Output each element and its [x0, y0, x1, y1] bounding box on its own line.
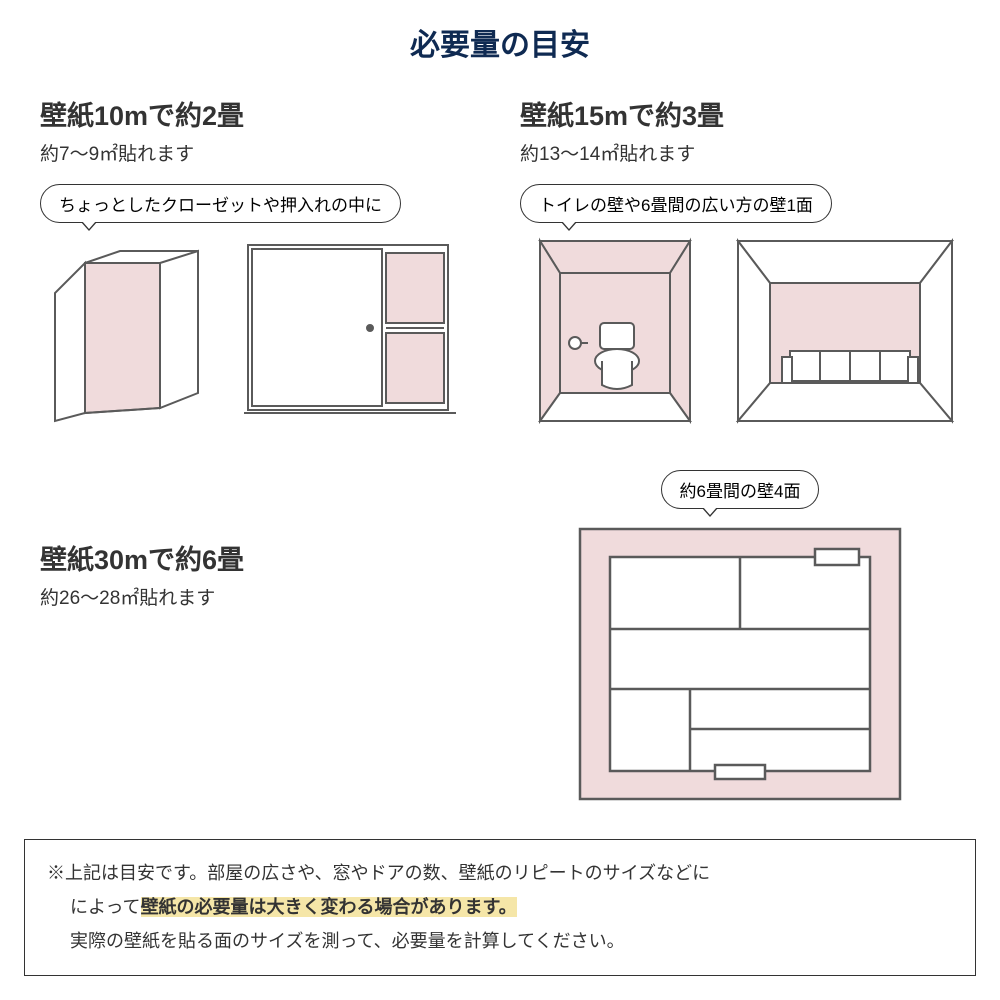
heading-15m: 壁紙15mで約3畳	[520, 94, 960, 133]
sub-15m: 約13〜14㎡貼れます	[520, 139, 960, 166]
page-title: 必要量の目安	[0, 0, 1000, 94]
sub-10m: 約7〜9㎡貼れます	[40, 139, 480, 166]
sub-30m: 約26〜28㎡貼れます	[40, 583, 480, 610]
section-30m: 壁紙30mで約6畳 約26〜28㎡貼れます	[40, 458, 480, 809]
heading-30m: 壁紙30mで約6畳	[40, 538, 480, 577]
note-line-1: ※上記は目安です。部屋の広さや、窓やドアの数、壁紙のリピートのサイズなどに	[47, 856, 953, 890]
section-15m: 壁紙15mで約3畳 約13〜14㎡貼れます トイレの壁や6畳間の広い方の壁1面	[520, 94, 960, 428]
floorplan-icon	[570, 519, 910, 809]
note-line-2-prefix: によって	[47, 897, 141, 917]
closet-icon	[40, 233, 220, 423]
toilet-room-icon	[520, 233, 710, 428]
content-grid: 壁紙10mで約2畳 約7〜9㎡貼れます ちょっとしたクローゼットや押入れの中に	[0, 94, 1000, 809]
note-line-3: 実際の壁紙を貼る面のサイズを測って、必要量を計算してください。	[47, 924, 953, 958]
bubble-10m: ちょっとしたクローゼットや押入れの中に	[40, 184, 401, 223]
bubble-15m: トイレの壁や6畳間の広い方の壁1面	[520, 184, 832, 223]
note-highlight: 壁紙の必要量は大きく変わる場合があります。	[141, 897, 517, 917]
sliding-door-icon	[240, 233, 460, 423]
note-line-2: によって壁紙の必要量は大きく変わる場合があります。	[47, 890, 953, 924]
heading-10m: 壁紙10mで約2畳	[40, 94, 480, 133]
section-10m: 壁紙10mで約2畳 約7〜9㎡貼れます ちょっとしたクローゼットや押入れの中に	[40, 94, 480, 428]
room-wall-icon	[730, 233, 960, 428]
section-30m-illus: 約6畳間の壁4面	[520, 458, 960, 809]
bubble-30m: 約6畳間の壁4面	[661, 470, 820, 509]
note-box: ※上記は目安です。部屋の広さや、窓やドアの数、壁紙のリピートのサイズなどに によ…	[24, 839, 976, 976]
